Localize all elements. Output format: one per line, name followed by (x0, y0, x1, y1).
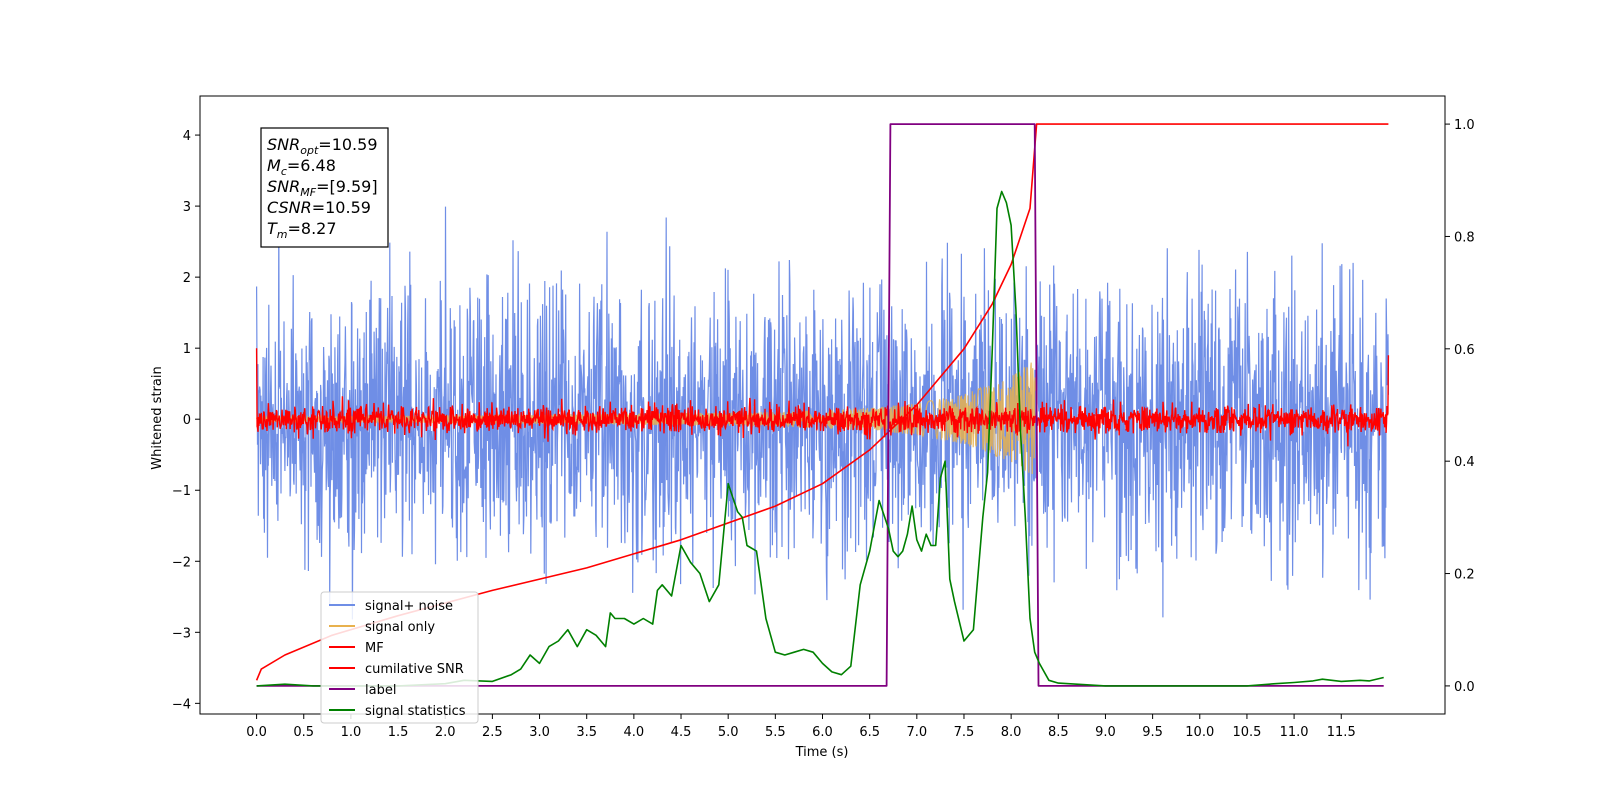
y-right-tick-label: 0.2 (1454, 568, 1475, 583)
x-tick-label: 7.0 (906, 725, 927, 740)
annotation-line: SNRMF=[9.59] (267, 177, 378, 199)
x-tick-label: 1.5 (388, 725, 409, 740)
annotation-line: Tm=8.27 (267, 219, 337, 241)
x-tick-label: 11.0 (1280, 725, 1309, 740)
y-left-tick-label: −1 (172, 484, 191, 499)
legend-item: label (329, 683, 396, 698)
x-tick-label: 4.0 (624, 725, 645, 740)
y-left-tick-label: −2 (172, 555, 191, 570)
y-axis-right: 1.0 0.8 0.6 0.4 0.2 0.0 (1445, 118, 1475, 695)
legend-label: label (365, 683, 396, 698)
x-tick-label: 2.0 (435, 725, 456, 740)
x-tick-label: 6.5 (859, 725, 880, 740)
annotation-box: SNRopt=10.59Mc=6.48SNRMF=[9.59]CSNR=10.5… (260, 127, 389, 248)
x-tick-label: 1.0 (341, 725, 362, 740)
annotation-line: CSNR=10.59 (267, 198, 371, 217)
y-left-tick-label: 3 (183, 200, 191, 215)
legend-label: MF (365, 641, 384, 656)
x-tick-label: 9.0 (1095, 725, 1116, 740)
annotation-line: Mc=6.48 (267, 156, 336, 178)
series-mf (255, 348, 1390, 447)
x-tick-label: 2.5 (482, 725, 503, 740)
x-tick-label: 10.5 (1232, 725, 1261, 740)
x-tick-label: 8.0 (1001, 725, 1022, 740)
series-signal-statistics (256, 190, 1384, 687)
y-left-tick-label: −4 (172, 697, 191, 712)
series-signal-noise (256, 206, 1389, 620)
x-axis-label: Time (s) (795, 745, 849, 760)
legend-item: signal statistics (329, 704, 466, 719)
legend-item: signal+ noise (329, 599, 453, 614)
legend-label: cumilative SNR (365, 662, 464, 677)
y-right-tick-label: 0.6 (1454, 343, 1475, 358)
annotation-line: SNRopt=10.59 (267, 135, 378, 157)
x-axis: 0.0 0.5 1.0 1.5 2.0 2.5 3.0 3.5 4.0 4.5 5.0 5.5 6.0 6… (246, 714, 1356, 740)
legend: signal+ noise signal only MF cumilative SNR… (320, 591, 479, 724)
y-right-tick-label: 0.4 (1454, 455, 1475, 470)
x-tick-label: 5.5 (765, 725, 786, 740)
y-right-tick-label: 0.0 (1454, 680, 1475, 695)
x-tick-label: 0.5 (293, 725, 314, 740)
y-right-tick-label: 1.0 (1454, 118, 1475, 133)
y-left-tick-label: 1 (183, 342, 191, 357)
y-axis-left: 4 3 2 1 0 −1 −2 −3 −4 (172, 129, 200, 712)
legend-label: signal only (365, 620, 435, 635)
x-tick-label: 3.5 (576, 725, 597, 740)
y-left-tick-label: 0 (183, 413, 191, 428)
x-tick-label: 4.5 (671, 725, 692, 740)
x-tick-label: 6.0 (812, 725, 833, 740)
y-axis-label: Whitened strain (150, 366, 165, 469)
x-tick-label: 9.5 (1142, 725, 1163, 740)
legend-item: MF (329, 641, 384, 656)
x-tick-label: 5.0 (718, 725, 739, 740)
y-right-tick-label: 0.8 (1454, 230, 1475, 245)
legend-label: signal+ noise (365, 599, 453, 614)
x-tick-label: 3.0 (529, 725, 550, 740)
x-tick-label: 11.5 (1327, 725, 1356, 740)
x-tick-label: 0.0 (246, 725, 267, 740)
y-left-tick-label: 4 (183, 129, 191, 144)
y-left-tick-label: −3 (172, 626, 191, 641)
y-left-tick-label: 2 (183, 271, 191, 286)
x-tick-label: 10.0 (1185, 725, 1214, 740)
legend-item: signal only (329, 620, 435, 635)
x-tick-label: 7.5 (954, 725, 975, 740)
legend-frame (320, 591, 479, 724)
legend-label: signal statistics (365, 704, 466, 719)
legend-item: cumilative SNR (329, 662, 464, 677)
x-tick-label: 8.5 (1048, 725, 1069, 740)
